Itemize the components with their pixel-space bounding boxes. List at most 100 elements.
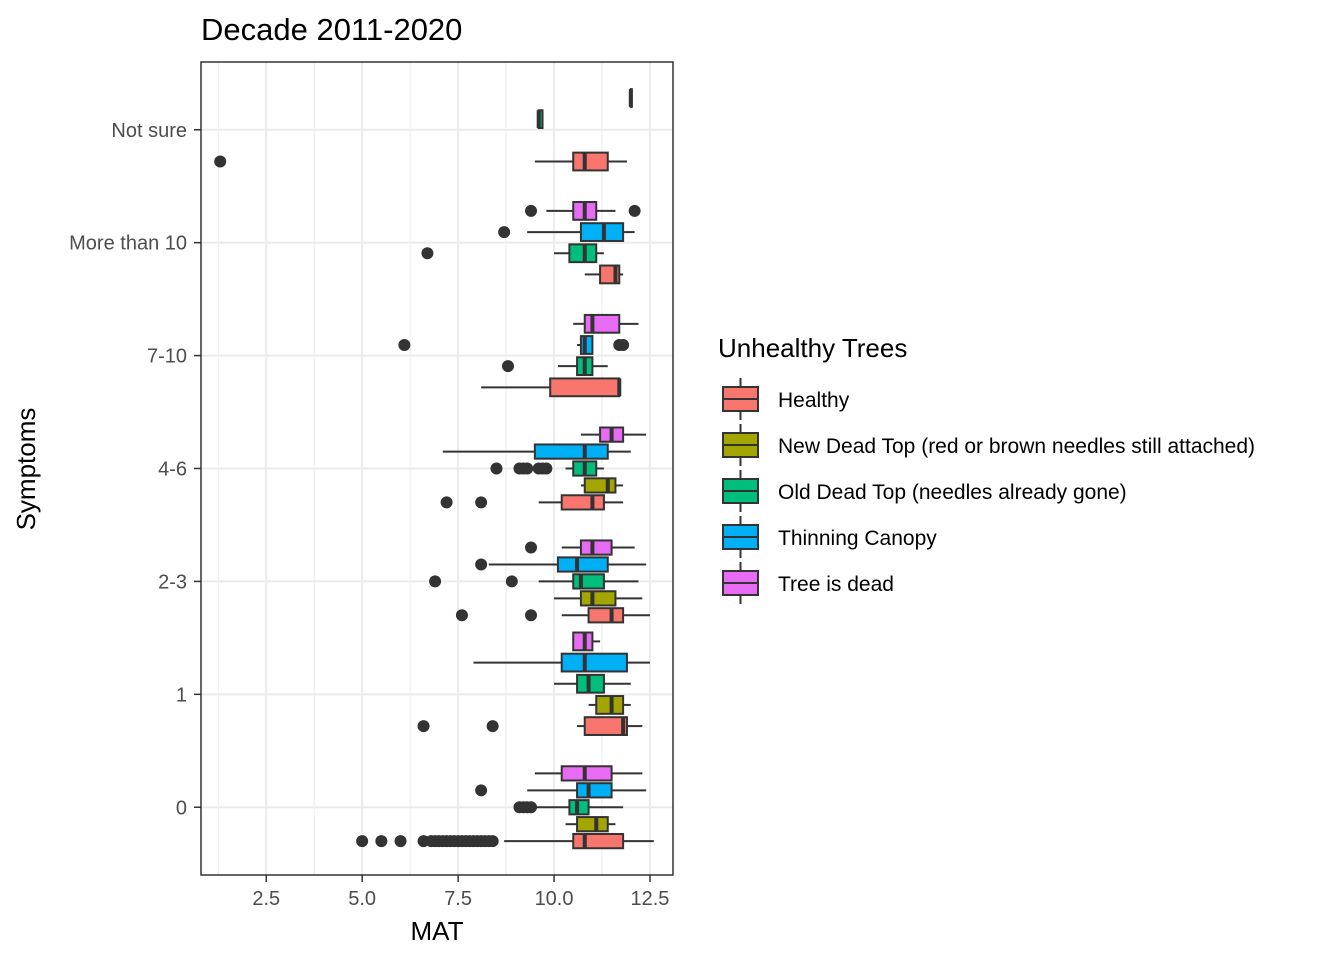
outlier-point — [486, 835, 499, 848]
box-0-0 — [356, 833, 654, 850]
box-More than 10-0 — [584, 264, 624, 285]
box-7-10-3 — [573, 313, 639, 334]
outlier-point — [498, 226, 511, 239]
outlier-point — [475, 784, 488, 797]
outlier-point — [490, 462, 503, 475]
box-body — [576, 782, 613, 799]
box-body — [576, 816, 609, 833]
y-tick-label: Not sure — [111, 120, 187, 142]
outlier-point — [486, 720, 499, 733]
x-axis-title: MAT — [411, 916, 464, 946]
box-1-4 — [572, 631, 601, 652]
outlier-point — [214, 155, 227, 168]
box-body — [579, 539, 613, 556]
outlier-point — [375, 835, 388, 848]
outlier-point — [505, 575, 518, 588]
box-4-6-2 — [490, 460, 604, 477]
y-axis-title: Symptoms — [11, 408, 41, 531]
outlier-point — [417, 720, 430, 733]
x-tick-label: 7.5 — [444, 888, 472, 910]
box-7-10-1 — [501, 356, 608, 377]
outlier-point — [356, 835, 369, 848]
chart-title: Decade 2011-2020 — [201, 12, 462, 47]
legend-label: New Dead Top (red or brown needles still… — [778, 435, 1255, 458]
box-body — [572, 151, 609, 172]
box-body — [560, 652, 628, 673]
outlier-point — [394, 835, 407, 848]
y-tick-label: More than 10 — [69, 233, 187, 255]
box-1-3 — [473, 652, 650, 673]
outlier-point — [525, 609, 538, 622]
y-tick-label: 0 — [176, 797, 187, 819]
outlier-point — [617, 338, 630, 351]
outlier-point — [525, 541, 538, 554]
x-tick-label: 10.0 — [535, 888, 574, 910]
box-Not sure-0 — [214, 151, 627, 172]
box-body — [572, 833, 625, 850]
x-tick-label: 5.0 — [348, 888, 376, 910]
box-body — [533, 443, 609, 460]
legend-label: Old Dead Top (needles already gone) — [778, 481, 1127, 504]
box-body — [583, 313, 621, 334]
outlier-point — [429, 575, 442, 588]
y-tick-label: 4-6 — [158, 459, 187, 481]
box-More than 10-3 — [525, 201, 641, 221]
box-0-3 — [475, 782, 647, 799]
box-4-6-1 — [580, 477, 624, 494]
plot-border — [200, 61, 674, 876]
box-0-4 — [534, 765, 643, 782]
box-More than 10-1 — [421, 243, 604, 264]
x-tick-label: 2.5 — [252, 888, 280, 910]
legend-label: Tree is dead — [778, 573, 894, 596]
box-7-10-2 — [398, 335, 630, 355]
box-2-3-3 — [475, 556, 647, 573]
legend-key — [722, 470, 759, 512]
box-2-3-4 — [525, 539, 635, 556]
box-4-6-3 — [442, 443, 631, 460]
legend-key — [722, 424, 759, 466]
box-body — [560, 494, 605, 511]
y-tick-label: 2-3 — [158, 571, 187, 593]
outlier-point — [525, 801, 538, 814]
legend-label: Healthy — [778, 389, 850, 412]
box-1-2 — [554, 673, 631, 694]
box-Not sure-3 — [628, 88, 633, 108]
outlier-point — [421, 247, 434, 260]
box-2-3-1 — [554, 590, 643, 607]
legend-key — [722, 378, 759, 420]
outlier-point — [540, 462, 553, 475]
box-Not sure-2 — [536, 109, 544, 130]
legend-key — [722, 562, 759, 604]
outlier-point — [628, 204, 641, 217]
y-tick-label: 7-10 — [147, 346, 187, 368]
legend-title: Unhealthy Trees — [718, 333, 907, 363]
outlier-point — [475, 558, 488, 571]
outlier-point — [455, 609, 468, 622]
box-More than 10-2 — [498, 222, 635, 242]
box-2-3-2 — [429, 573, 639, 590]
outlier-point — [521, 462, 534, 475]
box-body — [556, 556, 609, 573]
box-1-0 — [417, 716, 643, 736]
box-0-2 — [513, 799, 624, 816]
box-4-6-0 — [440, 494, 624, 511]
outlier-point — [501, 360, 514, 373]
outlier-point — [398, 338, 411, 351]
box-body — [587, 607, 625, 624]
outlier-point — [440, 496, 453, 509]
legend-label: Thinning Canopy — [778, 527, 937, 550]
x-tick-label: 12.5 — [631, 888, 670, 910]
box-body — [572, 573, 605, 590]
box-2-3-0 — [455, 607, 650, 624]
outlier-point — [525, 204, 538, 217]
box-body — [579, 590, 617, 607]
y-tick-label: 1 — [176, 684, 187, 706]
box-1-1 — [588, 695, 631, 715]
legend-key — [722, 516, 759, 558]
box-4-6-4 — [580, 426, 647, 443]
outlier-point — [475, 496, 488, 509]
box-body — [583, 716, 628, 736]
box-body — [583, 477, 617, 494]
box-body — [549, 377, 621, 398]
